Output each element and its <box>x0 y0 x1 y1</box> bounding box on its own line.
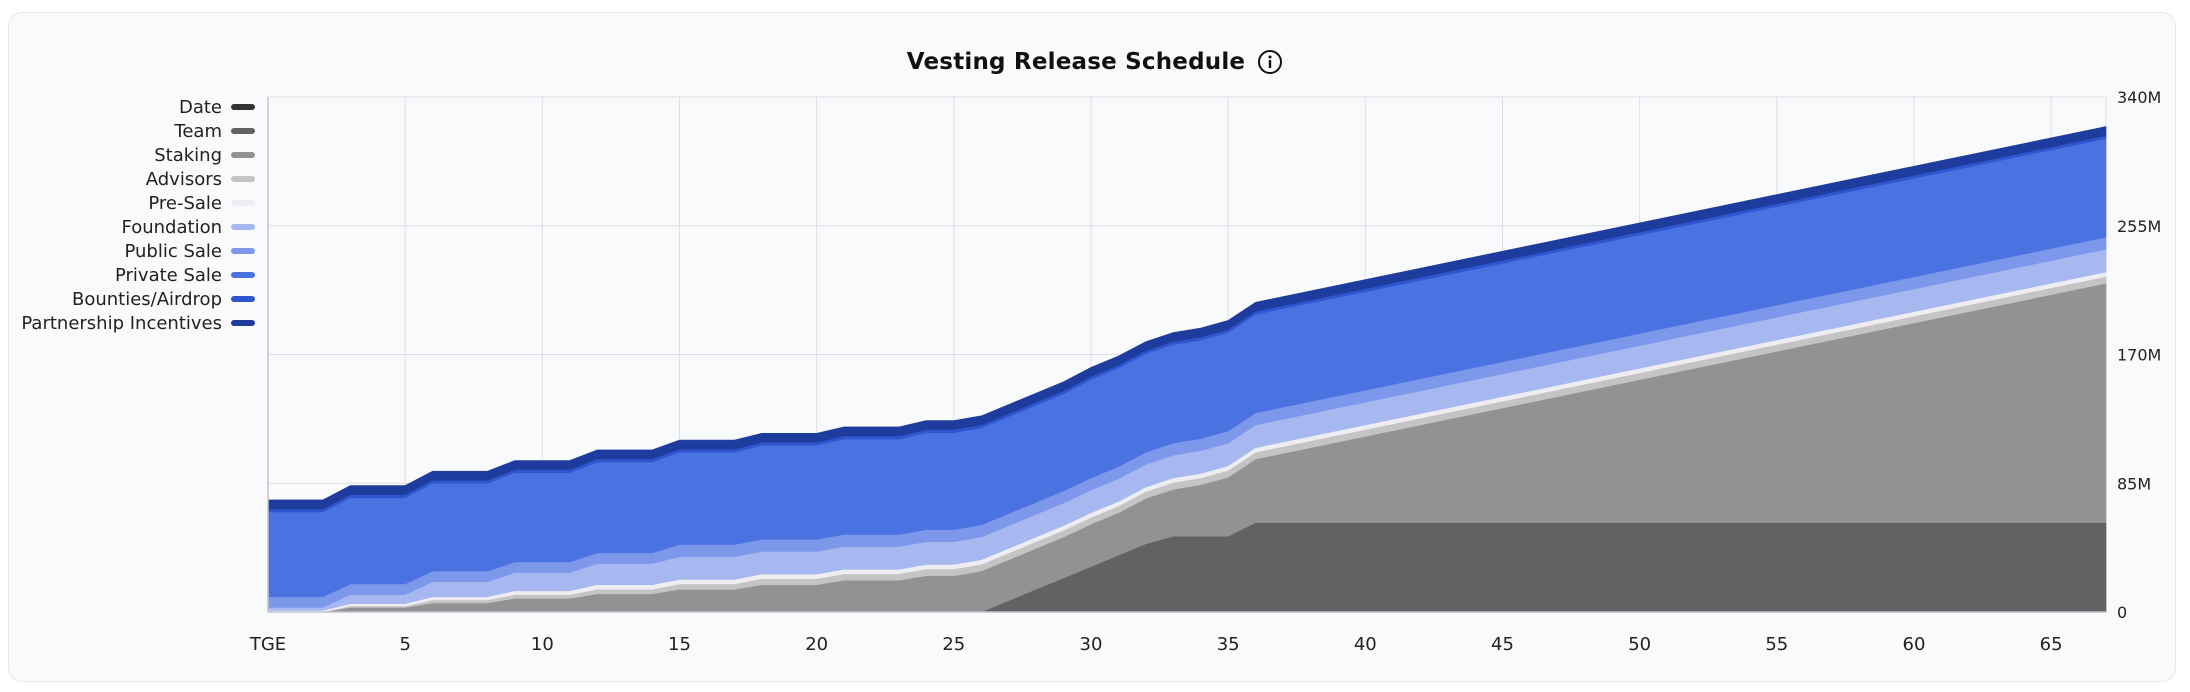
legend-label: Private Sale <box>115 265 222 286</box>
legend: Date Team Staking Advisors Pre-Sale Foundatio… <box>21 97 255 334</box>
legend-item-team[interactable]: Team <box>173 121 255 142</box>
x-tick-label: 25 <box>942 634 965 655</box>
legend-label: Foundation <box>122 217 222 238</box>
legend-item-bounties-airdrop[interactable]: Bounties/Airdrop <box>72 289 255 310</box>
y-tick-label: 85M <box>2117 474 2151 493</box>
x-tick-label: 50 <box>1628 634 1651 655</box>
legend-label: Date <box>179 97 222 118</box>
legend-item-public-sale[interactable]: Public Sale <box>124 241 255 262</box>
x-tick-label: 55 <box>1765 634 1788 655</box>
legend-item-advisors[interactable]: Advisors <box>146 169 255 190</box>
legend-label: Public Sale <box>124 241 222 262</box>
legend-swatch <box>231 200 255 206</box>
legend-label: Partnership Incentives <box>21 313 222 334</box>
legend-swatch <box>231 296 255 302</box>
info-icon[interactable] <box>1257 49 1283 75</box>
legend-swatch <box>231 248 255 254</box>
x-tick-label: 35 <box>1217 634 1240 655</box>
legend-label: Bounties/Airdrop <box>72 289 222 310</box>
legend-swatch <box>231 272 255 278</box>
legend-item-foundation[interactable]: Foundation <box>122 217 255 238</box>
x-tick-label: 40 <box>1354 634 1377 655</box>
x-tick-label: 5 <box>399 634 410 655</box>
area-partnership-incentives[interactable] <box>267 126 2107 510</box>
legend-item-date[interactable]: Date <box>179 97 255 118</box>
legend-label: Staking <box>154 145 222 166</box>
x-tick-label: 30 <box>1080 634 1103 655</box>
legend-swatch <box>231 128 255 134</box>
legend-swatch <box>231 104 255 110</box>
axes <box>267 97 2106 613</box>
legend-label: Team <box>173 121 222 142</box>
y-tick-labels: 0 85M 170M 255M 340M <box>2117 88 2161 622</box>
chart-header: Vesting Release Schedule <box>0 49 2190 75</box>
y-tick-label: 170M <box>2117 346 2161 365</box>
legend-item-private-sale[interactable]: Private Sale <box>115 265 255 286</box>
x-tick-label: 15 <box>668 634 691 655</box>
x-tick-label: TGE <box>249 634 286 655</box>
legend-label: Advisors <box>146 169 222 190</box>
legend-item-staking[interactable]: Staking <box>154 145 255 166</box>
legend-item-partnership-incentives[interactable]: Partnership Incentives <box>21 313 255 334</box>
x-tick-label: 45 <box>1491 634 1514 655</box>
x-tick-label: 20 <box>805 634 828 655</box>
legend-label: Pre-Sale <box>148 193 222 214</box>
x-tick-labels: TGE 5 10 15 20 25 30 35 40 45 50 55 60 65 <box>249 634 2063 655</box>
chart-title: Vesting Release Schedule <box>906 49 1246 75</box>
legend-swatch <box>231 152 255 158</box>
legend-swatch <box>231 176 255 182</box>
legend-swatch <box>231 224 255 230</box>
x-tick-label: 60 <box>1903 634 1926 655</box>
stacked-areas <box>267 126 2107 613</box>
legend-swatch <box>231 320 255 326</box>
x-tick-label: 65 <box>2040 634 2063 655</box>
x-tick-label: 10 <box>531 634 554 655</box>
y-tick-label: 255M <box>2117 217 2161 236</box>
y-tick-label: 340M <box>2117 88 2161 107</box>
y-tick-label: 0 <box>2117 603 2127 622</box>
legend-item-pre-sale[interactable]: Pre-Sale <box>148 193 255 214</box>
